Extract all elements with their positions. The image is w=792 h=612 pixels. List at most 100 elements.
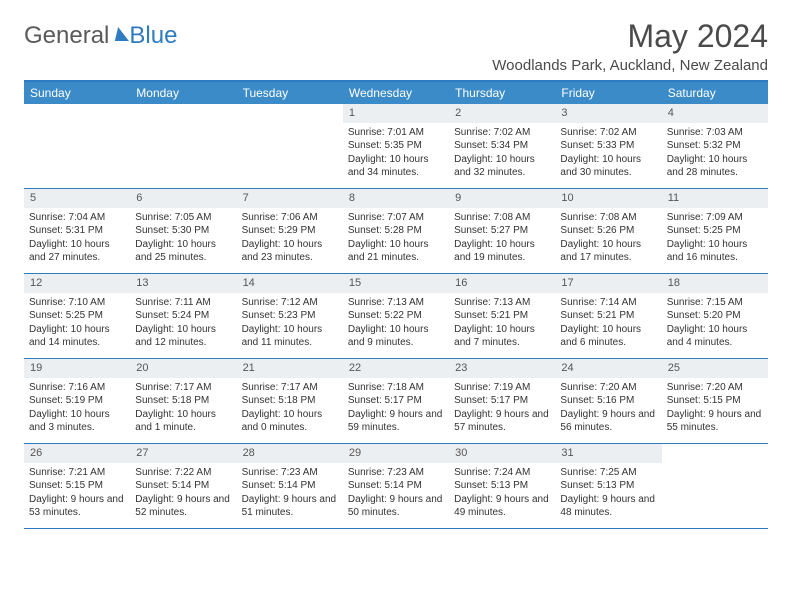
- sunset-text: Sunset: 5:13 PM: [454, 479, 550, 493]
- day-number: [237, 104, 343, 123]
- sunrise-text: Sunrise: 7:16 AM: [29, 381, 125, 395]
- sunset-text: Sunset: 5:22 PM: [348, 309, 444, 323]
- sunrise-text: Sunrise: 7:04 AM: [29, 211, 125, 225]
- day-number: 1: [343, 104, 449, 123]
- week-row: 5Sunrise: 7:04 AMSunset: 5:31 PMDaylight…: [24, 189, 768, 274]
- daylight-text: Daylight: 10 hours and 3 minutes.: [29, 408, 125, 435]
- daylight-text: Daylight: 9 hours and 48 minutes.: [560, 493, 656, 520]
- day-number: 20: [130, 359, 236, 378]
- daylight-text: Daylight: 10 hours and 19 minutes.: [454, 238, 550, 265]
- day-number: 13: [130, 274, 236, 293]
- brand-triangle-icon: [112, 27, 130, 41]
- day-number: 14: [237, 274, 343, 293]
- weeks-container: 1Sunrise: 7:01 AMSunset: 5:35 PMDaylight…: [24, 104, 768, 529]
- day-cell: 23Sunrise: 7:19 AMSunset: 5:17 PMDayligh…: [449, 359, 555, 443]
- daylight-text: Daylight: 10 hours and 28 minutes.: [667, 153, 763, 180]
- sunset-text: Sunset: 5:13 PM: [560, 479, 656, 493]
- sunset-text: Sunset: 5:21 PM: [560, 309, 656, 323]
- sunset-text: Sunset: 5:27 PM: [454, 224, 550, 238]
- day-cell: 6Sunrise: 7:05 AMSunset: 5:30 PMDaylight…: [130, 189, 236, 273]
- sunrise-text: Sunrise: 7:12 AM: [242, 296, 338, 310]
- day-number: 16: [449, 274, 555, 293]
- daylight-text: Daylight: 10 hours and 11 minutes.: [242, 323, 338, 350]
- day-number: [24, 104, 130, 123]
- day-number: 27: [130, 444, 236, 463]
- day-header-row: SundayMondayTuesdayWednesdayThursdayFrid…: [24, 82, 768, 104]
- day-number: 29: [343, 444, 449, 463]
- day-number: 22: [343, 359, 449, 378]
- day-number: 25: [662, 359, 768, 378]
- sunrise-text: Sunrise: 7:15 AM: [667, 296, 763, 310]
- daylight-text: Daylight: 9 hours and 52 minutes.: [135, 493, 231, 520]
- sunrise-text: Sunrise: 7:05 AM: [135, 211, 231, 225]
- day-number: 15: [343, 274, 449, 293]
- day-number: [662, 444, 768, 463]
- day-header-cell: Monday: [130, 82, 236, 104]
- sunset-text: Sunset: 5:18 PM: [242, 394, 338, 408]
- day-cell: 20Sunrise: 7:17 AMSunset: 5:18 PMDayligh…: [130, 359, 236, 443]
- day-number: 19: [24, 359, 130, 378]
- header: General Blue May 2024 Woodlands Park, Au…: [24, 18, 768, 74]
- daylight-text: Daylight: 9 hours and 59 minutes.: [348, 408, 444, 435]
- sunset-text: Sunset: 5:23 PM: [242, 309, 338, 323]
- daylight-text: Daylight: 10 hours and 17 minutes.: [560, 238, 656, 265]
- day-header-cell: Friday: [555, 82, 661, 104]
- sunrise-text: Sunrise: 7:08 AM: [560, 211, 656, 225]
- sunrise-text: Sunrise: 7:23 AM: [242, 466, 338, 480]
- sunset-text: Sunset: 5:25 PM: [29, 309, 125, 323]
- day-header-cell: Tuesday: [237, 82, 343, 104]
- day-cell: 7Sunrise: 7:06 AMSunset: 5:29 PMDaylight…: [237, 189, 343, 273]
- sunrise-text: Sunrise: 7:25 AM: [560, 466, 656, 480]
- sunset-text: Sunset: 5:21 PM: [454, 309, 550, 323]
- day-cell: 18Sunrise: 7:15 AMSunset: 5:20 PMDayligh…: [662, 274, 768, 358]
- daylight-text: Daylight: 10 hours and 21 minutes.: [348, 238, 444, 265]
- day-number: 17: [555, 274, 661, 293]
- daylight-text: Daylight: 10 hours and 32 minutes.: [454, 153, 550, 180]
- sunrise-text: Sunrise: 7:18 AM: [348, 381, 444, 395]
- sunrise-text: Sunrise: 7:02 AM: [454, 126, 550, 140]
- week-row: 19Sunrise: 7:16 AMSunset: 5:19 PMDayligh…: [24, 359, 768, 444]
- day-number: 23: [449, 359, 555, 378]
- day-number: 31: [555, 444, 661, 463]
- day-number: 6: [130, 189, 236, 208]
- day-cell: 13Sunrise: 7:11 AMSunset: 5:24 PMDayligh…: [130, 274, 236, 358]
- day-number: 4: [662, 104, 768, 123]
- day-cell: [24, 104, 130, 188]
- day-cell: 26Sunrise: 7:21 AMSunset: 5:15 PMDayligh…: [24, 444, 130, 528]
- day-cell: 29Sunrise: 7:23 AMSunset: 5:14 PMDayligh…: [343, 444, 449, 528]
- day-cell: [130, 104, 236, 188]
- sunset-text: Sunset: 5:15 PM: [29, 479, 125, 493]
- day-cell: 14 Sunrise: 7:12 AMSunset: 5:23 PMDayligh…: [237, 274, 343, 358]
- day-cell: 5Sunrise: 7:04 AMSunset: 5:31 PMDaylight…: [24, 189, 130, 273]
- sunset-text: Sunset: 5:16 PM: [560, 394, 656, 408]
- day-cell: 25Sunrise: 7:20 AMSunset: 5:15 PMDayligh…: [662, 359, 768, 443]
- day-cell: 15Sunrise: 7:13 AMSunset: 5:22 PMDayligh…: [343, 274, 449, 358]
- day-number: 5: [24, 189, 130, 208]
- day-number: 8: [343, 189, 449, 208]
- daylight-text: Daylight: 10 hours and 14 minutes.: [29, 323, 125, 350]
- sunset-text: Sunset: 5:14 PM: [135, 479, 231, 493]
- week-row: 26Sunrise: 7:21 AMSunset: 5:15 PMDayligh…: [24, 444, 768, 529]
- sunset-text: Sunset: 5:30 PM: [135, 224, 231, 238]
- sunset-text: Sunset: 5:34 PM: [454, 139, 550, 153]
- day-cell: 19Sunrise: 7:16 AMSunset: 5:19 PMDayligh…: [24, 359, 130, 443]
- daylight-text: Daylight: 10 hours and 30 minutes.: [560, 153, 656, 180]
- day-cell: 12Sunrise: 7:10 AMSunset: 5:25 PMDayligh…: [24, 274, 130, 358]
- daylight-text: Daylight: 9 hours and 57 minutes.: [454, 408, 550, 435]
- daylight-text: Daylight: 10 hours and 23 minutes.: [242, 238, 338, 265]
- day-cell: 22Sunrise: 7:18 AMSunset: 5:17 PMDayligh…: [343, 359, 449, 443]
- month-title: May 2024: [492, 18, 768, 55]
- sunrise-text: Sunrise: 7:20 AM: [667, 381, 763, 395]
- daylight-text: Daylight: 10 hours and 6 minutes.: [560, 323, 656, 350]
- brand-part2: Blue: [129, 22, 177, 50]
- day-cell: 17 Sunrise: 7:14 AMSunset: 5:21 PMDayligh…: [555, 274, 661, 358]
- day-cell: [237, 104, 343, 188]
- sunset-text: Sunset: 5:25 PM: [667, 224, 763, 238]
- daylight-text: Daylight: 10 hours and 27 minutes.: [29, 238, 125, 265]
- sunset-text: Sunset: 5:35 PM: [348, 139, 444, 153]
- sunrise-text: Sunrise: 7:23 AM: [348, 466, 444, 480]
- sunrise-text: Sunrise: 7:14 AM: [560, 296, 656, 310]
- day-header-cell: Saturday: [662, 82, 768, 104]
- sunrise-text: Sunrise: 7:10 AM: [29, 296, 125, 310]
- location-text: Woodlands Park, Auckland, New Zealand: [492, 57, 768, 74]
